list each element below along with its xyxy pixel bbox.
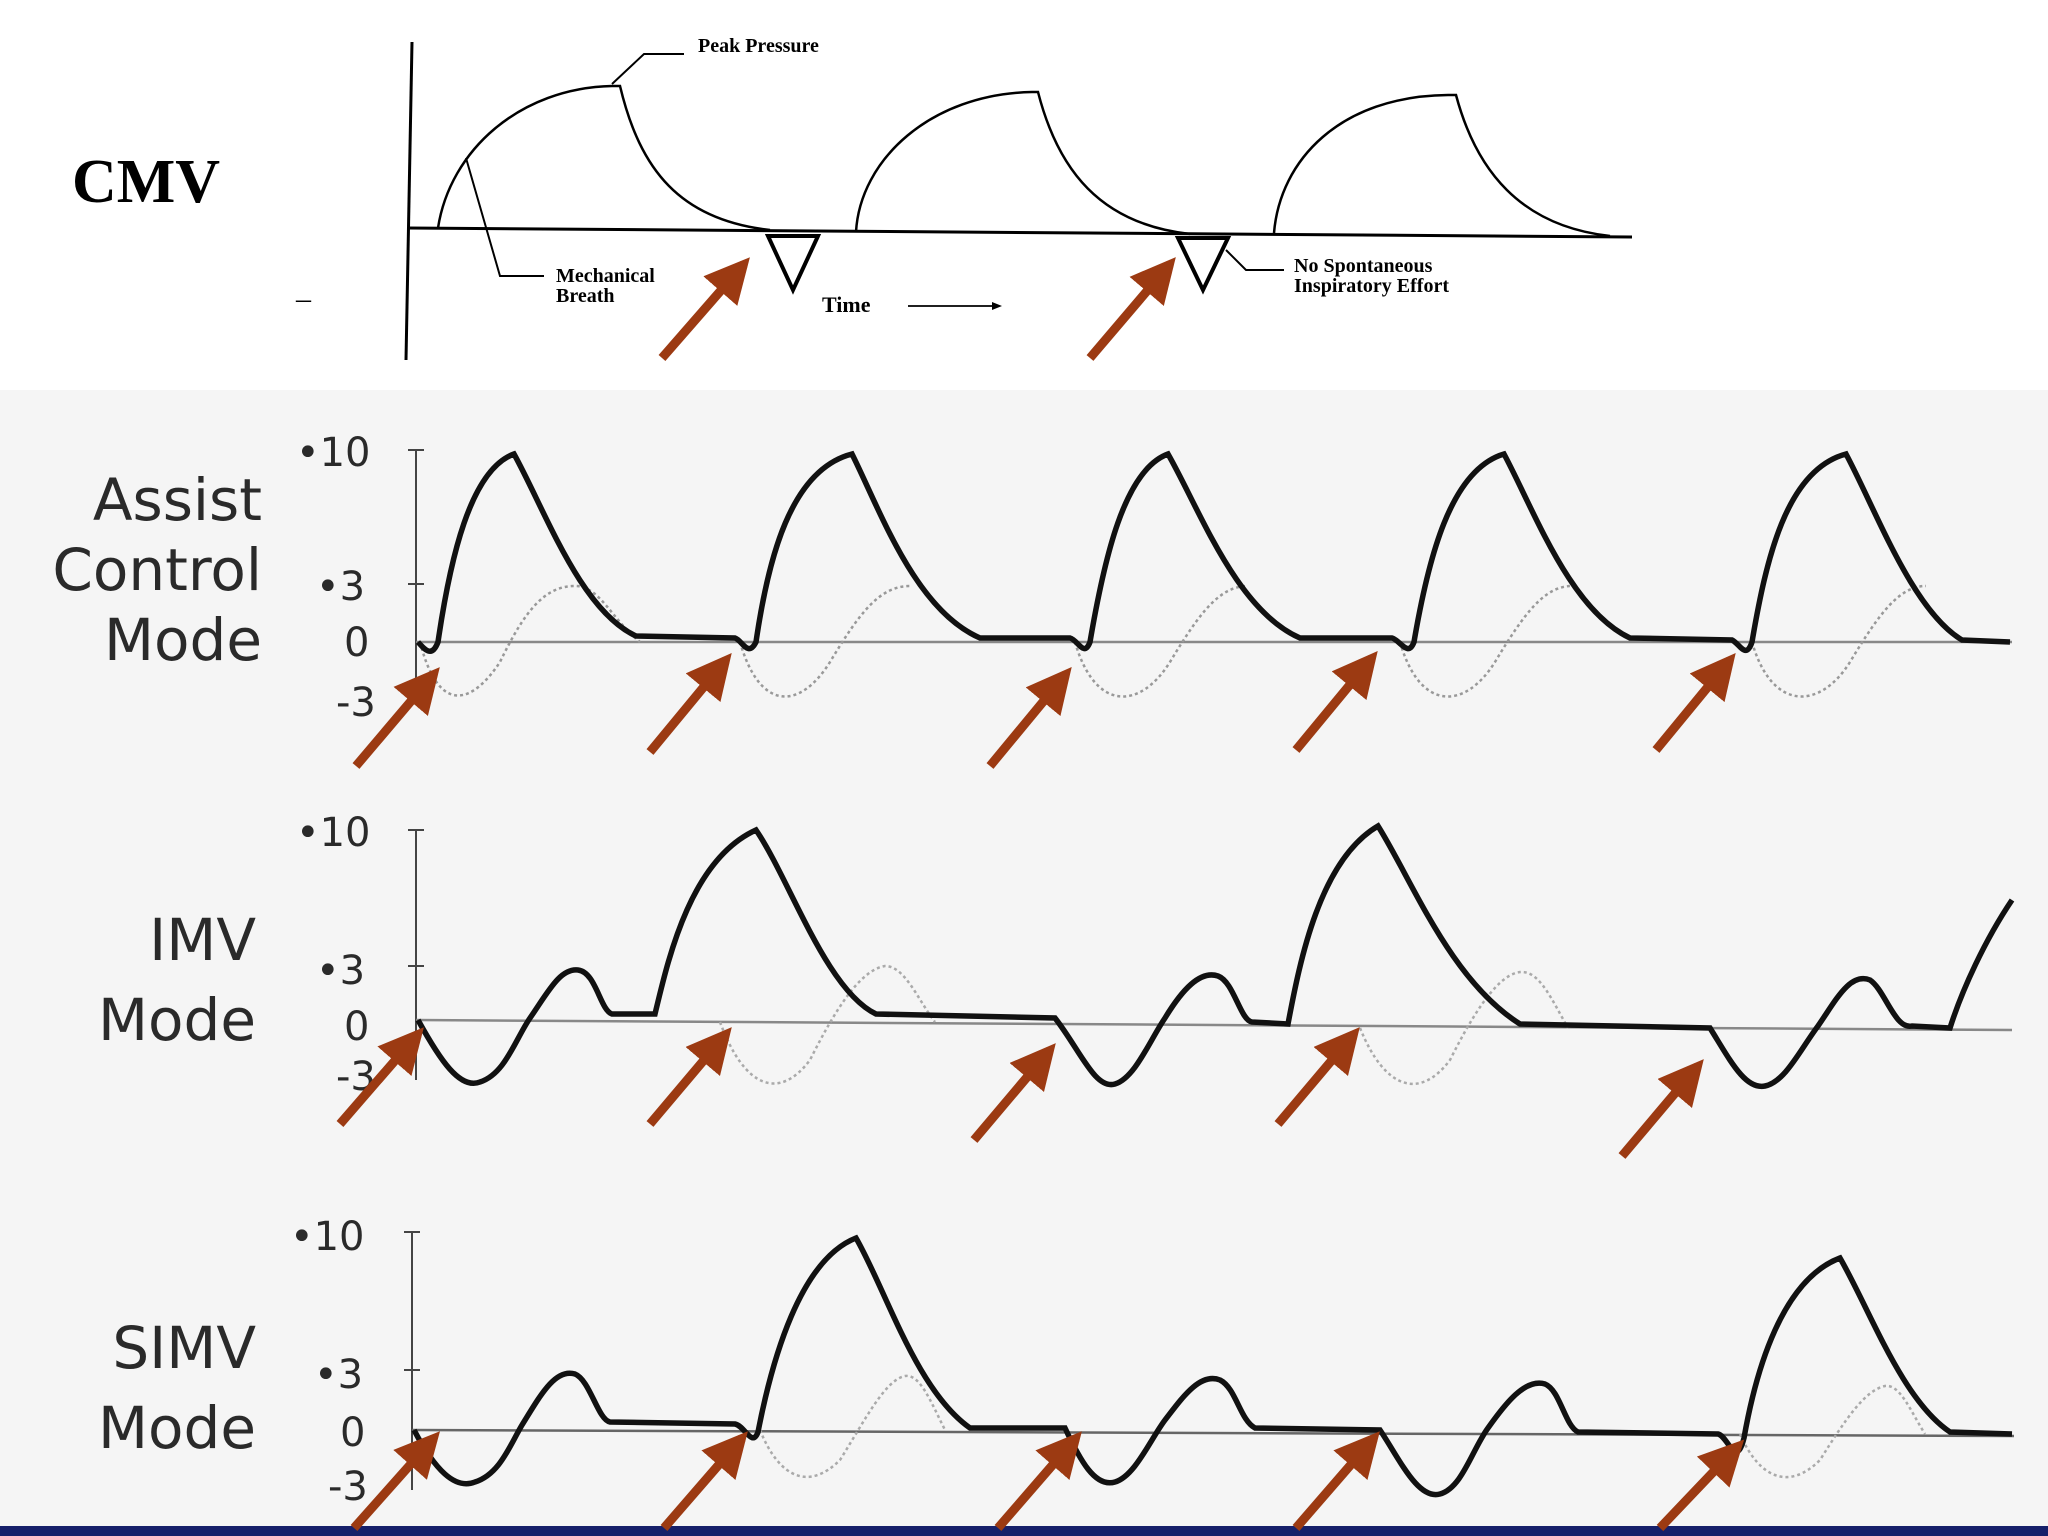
cmv-arrow-1	[658, 257, 750, 361]
simv-label-1: SIMV	[112, 1314, 256, 1382]
p2-tick-0: 0	[344, 1004, 369, 1050]
cmv-x-axis	[407, 226, 1633, 239]
p3-arrow-4	[1292, 1431, 1380, 1531]
peak-pressure-leader	[611, 53, 684, 85]
p3-ghost-trace	[758, 1374, 1927, 1479]
mode-labels: Assist Control Mode IMV Mode SIMV Mode	[52, 466, 262, 1462]
cmv-title: CMV	[72, 148, 220, 216]
p3-baseline	[411, 1428, 2015, 1438]
no-spont-label-1: No Spontaneous	[1294, 255, 1433, 277]
imv-panel	[336, 822, 2015, 1159]
p3-tick-10: •10	[290, 1214, 365, 1260]
no-effort-triangle-1	[764, 234, 822, 295]
peak-pressure-label: Peak Pressure	[698, 35, 819, 57]
p3-tick-3: •3	[314, 1352, 363, 1398]
p2-baseline	[415, 1018, 2013, 1032]
no-spont-label-2: Inspiratory Effort	[1294, 275, 1449, 297]
mechanical-breath-leader	[465, 157, 544, 277]
mechanical-breath-label-2: Breath	[556, 285, 615, 307]
p2-arrow-1	[336, 1027, 424, 1127]
p1-spontaneous-trace	[418, 584, 1927, 698]
cmv-breath-3	[1272, 93, 1611, 238]
bottom-bar	[0, 1526, 2048, 1536]
imv-label-1: IMV	[149, 906, 256, 974]
time-arrow-head	[992, 302, 1002, 310]
p1-arrow-3	[986, 667, 1072, 769]
cmv-y-axis	[404, 41, 414, 361]
assist-label-3: Mode	[104, 606, 262, 674]
simv-label-2: Mode	[98, 1394, 256, 1462]
no-effort-triangle-2	[1174, 236, 1232, 295]
mechanical-breath-label-1: Mechanical	[556, 265, 655, 287]
p1-tick-0: 0	[344, 620, 369, 666]
simv-panel	[350, 1231, 2015, 1532]
p3-main-trace	[411, 1234, 2013, 1498]
p1-arrow-1	[352, 667, 440, 769]
tick-labels: •10 •3 0 -3 •10 •3 0 -3 •10 •3 0 -3	[290, 430, 376, 1510]
p1-mechanical-trace	[415, 450, 2011, 654]
no-spont-leader	[1225, 249, 1284, 271]
assist-control-panel	[352, 449, 2012, 769]
cmv-arrow-2	[1086, 257, 1176, 361]
time-label: Time	[822, 292, 871, 317]
p3-tick-0: 0	[340, 1410, 365, 1456]
p1-tick-10: •10	[296, 430, 371, 476]
p2-tick-10: •10	[296, 810, 371, 856]
p2-ghost-trace	[718, 964, 1570, 1086]
assist-label-2: Control	[52, 536, 262, 604]
p3-arrow-3	[994, 1431, 1082, 1531]
cmv-diagram: CMV – Peak Pressure Mechanical Breath Ti…	[72, 35, 1633, 361]
p2-arrow-3	[970, 1043, 1056, 1143]
p1-arrow-4	[1292, 651, 1378, 753]
p2-arrow-4	[1274, 1027, 1360, 1127]
cmv-breath-1	[436, 84, 771, 232]
p1-tick-3: •3	[316, 564, 365, 610]
p1-tick-m3: -3	[336, 680, 376, 726]
p1-arrow-2	[646, 653, 732, 755]
waveform-panel	[0, 390, 2048, 1526]
minus-mark: –	[295, 282, 312, 315]
cmv-breath-2	[854, 90, 1191, 236]
p2-tick-3: •3	[316, 948, 365, 994]
p3-arrow-5	[1656, 1439, 1745, 1532]
p2-main-trace	[415, 822, 2015, 1089]
cmv-panel	[0, 0, 2048, 390]
p3-arrow-1	[350, 1431, 440, 1531]
p3-arrow-2	[660, 1431, 748, 1531]
assist-label-1: Assist	[93, 466, 262, 534]
p1-arrow-5	[1652, 653, 1736, 753]
p3-tick-m3: -3	[328, 1464, 368, 1510]
p2-arrow-2	[646, 1027, 732, 1127]
imv-label-2: Mode	[98, 986, 256, 1054]
p2-arrow-5	[1618, 1059, 1704, 1159]
